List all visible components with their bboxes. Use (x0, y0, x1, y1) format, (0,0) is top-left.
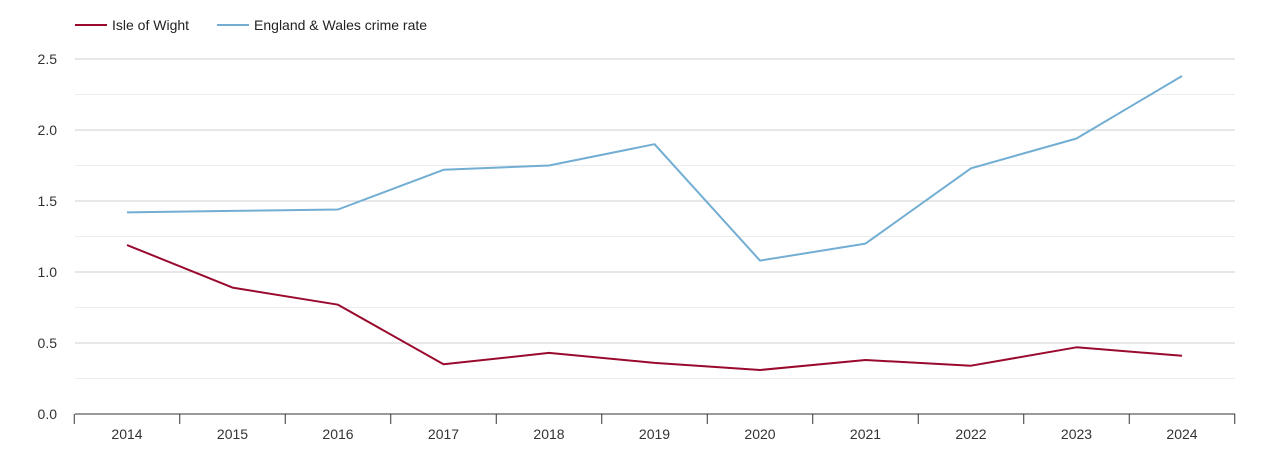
y-tick-label: 2.0 (38, 122, 58, 138)
series-line-isle-of-wight (126, 244, 1183, 371)
y-tick-label: 0.5 (38, 335, 58, 351)
x-tick-label: 2015 (217, 426, 248, 442)
legend: Isle of Wight England & Wales crime rate (75, 17, 427, 33)
x-tick-label: 2018 (533, 426, 564, 442)
x-tick-label: 2017 (428, 426, 459, 442)
y-tick-label: 1.5 (38, 193, 58, 209)
x-axis: 2014 2015 2016 2017 2018 2019 2020 2021 2022 2023… (73, 413, 1236, 442)
legend-label: Isle of Wight (112, 17, 189, 33)
legend-item: Isle of Wight (75, 17, 189, 33)
x-tick-label: 2020 (744, 426, 775, 442)
y-tick-label: 0.0 (38, 406, 58, 422)
grid-lines (75, 58, 1235, 379)
y-axis: 0.0 0.5 1.0 1.5 2.0 2.5 (38, 51, 58, 422)
legend-item: England & Wales crime rate (217, 17, 427, 33)
y-tick-label: 2.5 (38, 51, 58, 67)
y-tick-label: 1.0 (38, 264, 58, 280)
x-tick-label: 2022 (955, 426, 986, 442)
x-tick-label: 2021 (850, 426, 881, 442)
x-tick-label: 2016 (322, 426, 353, 442)
x-tick-label: 2014 (111, 426, 142, 442)
x-tick-label: 2023 (1061, 426, 1092, 442)
x-tick-label: 2019 (639, 426, 670, 442)
x-tick-label: 2024 (1166, 426, 1197, 442)
legend-label: England & Wales crime rate (254, 17, 427, 33)
series-line-england-wales-crime-rate (126, 75, 1183, 262)
series-group (126, 75, 1183, 371)
